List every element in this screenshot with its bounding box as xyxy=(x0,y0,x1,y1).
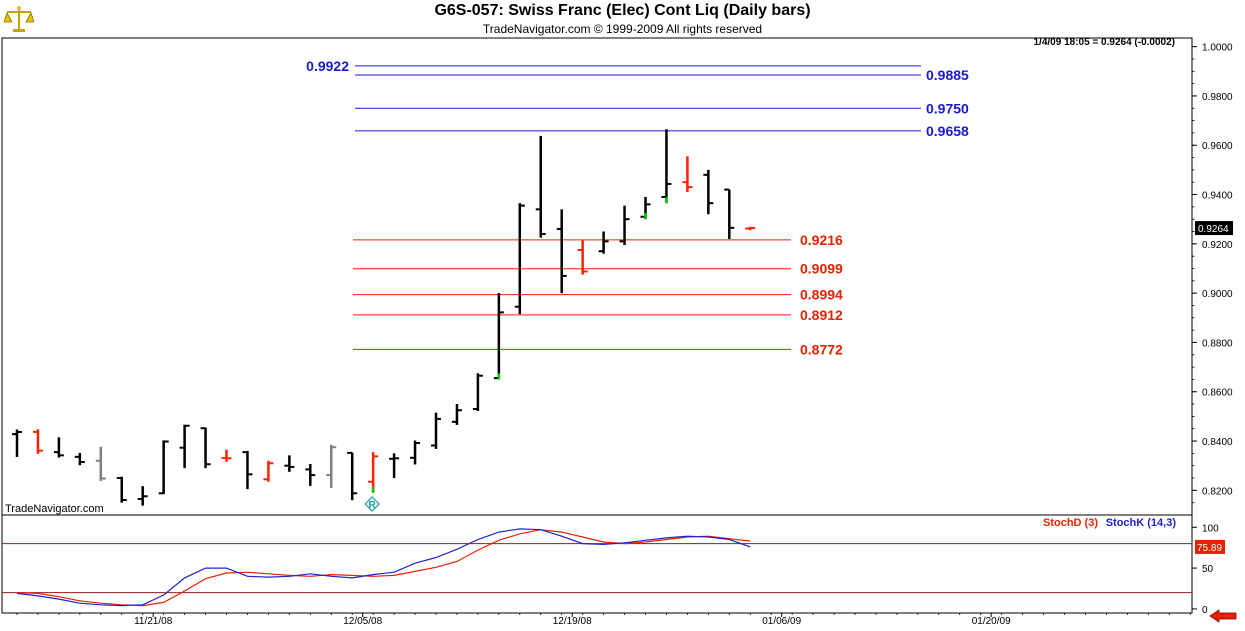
x-tick-label: 11/21/08 xyxy=(134,616,173,627)
level-label: 0.9750 xyxy=(926,100,969,116)
legend-stoch-d: StochD (3) xyxy=(1043,517,1098,529)
y-tick-label: 0.9400 xyxy=(1202,191,1233,202)
r-diamond-marker-icon: R xyxy=(364,496,380,512)
watermark-text: TradeNavigator.com xyxy=(5,503,104,515)
marker-label: R xyxy=(369,500,377,511)
price-bars: R xyxy=(12,129,756,512)
axes: 1.0000 0.9800 0.9600 0.9400 0.9200 0.9000 0.88… xyxy=(16,43,1233,627)
stoch-y-tick-label: 50 xyxy=(1202,564,1214,575)
level-label: 0.8772 xyxy=(800,341,843,357)
chart-title: G6S-057: Swiss Franc (Elec) Cont Liq (Da… xyxy=(434,2,811,19)
y-tick-label: 1.0000 xyxy=(1202,43,1233,54)
x-tick-label: 01/20/09 xyxy=(972,616,1011,627)
stochastic-panel: StochD (3) StochK (14,3) xyxy=(2,517,1192,607)
level-label: 0.9658 xyxy=(926,123,969,139)
chart-frame xyxy=(1,37,1193,614)
stoch-k-line xyxy=(16,528,751,607)
level-label: 0.9216 xyxy=(800,232,843,248)
x-tick-label: 12/19/08 xyxy=(553,616,592,627)
y-tick-label: 0.8800 xyxy=(1202,338,1233,349)
y-tick-label: 0.8400 xyxy=(1202,437,1233,448)
copyright-text: TradeNavigator.com © 1999-2009 All right… xyxy=(482,22,763,36)
legend-stoch-k: StochK (14,3) xyxy=(1106,517,1177,529)
price-levels: 0.9922 0.9885 0.9750 0.9658 0.9216 0.9099 0.89… xyxy=(306,58,969,357)
marker-diamond xyxy=(364,496,380,512)
level-label: 0.9922 xyxy=(306,58,349,74)
y-tick-label: 0.8600 xyxy=(1202,388,1233,399)
stoch-last-box xyxy=(1195,539,1225,554)
y-tick-label: 0.9800 xyxy=(1202,92,1233,103)
last-price-label: 0.9264 xyxy=(1198,224,1229,235)
level-label: 0.8994 xyxy=(800,287,843,303)
stoch-y-tick-label: 100 xyxy=(1202,523,1219,534)
stoch-y-tick-label: 0 xyxy=(1202,605,1208,616)
x-tick-label: 01/06/09 xyxy=(762,616,801,627)
price-readout: 1/4/09 18:05 = 0.9264 (-0.0002) xyxy=(1034,37,1176,48)
level-label: 0.9885 xyxy=(926,67,969,83)
level-label: 0.8912 xyxy=(800,307,843,323)
x-tick-label: 12/05/08 xyxy=(343,616,382,627)
plot-border xyxy=(1,37,1193,614)
y-tick-label: 0.8200 xyxy=(1202,486,1233,497)
y-tick-label: 0.9000 xyxy=(1202,289,1233,300)
stoch-last-label: 75.89 xyxy=(1197,543,1222,554)
left-arrow-icon[interactable] xyxy=(1209,609,1237,628)
level-label: 0.9099 xyxy=(800,261,843,277)
last-price-box xyxy=(1195,221,1233,236)
y-tick-label: 0.9600 xyxy=(1202,141,1233,152)
scales-logo-icon[interactable] xyxy=(3,4,35,34)
y-tick-label: 0.9200 xyxy=(1202,240,1233,251)
